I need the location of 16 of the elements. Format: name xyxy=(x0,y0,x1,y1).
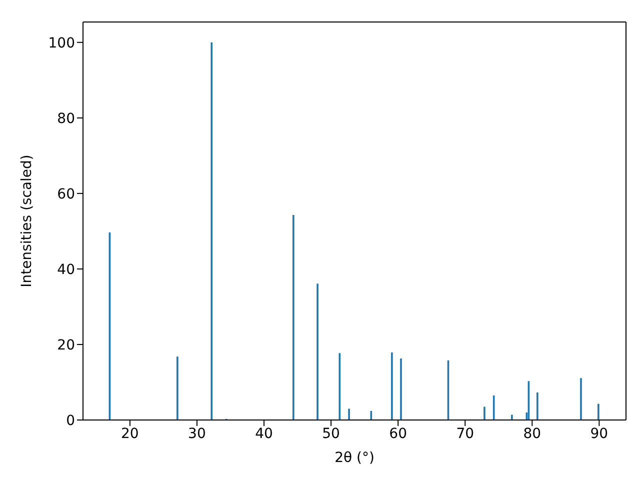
y-tick-label: 60 xyxy=(57,186,75,202)
x-tick-label: 50 xyxy=(322,426,340,442)
x-tick-label: 60 xyxy=(389,426,407,442)
x-axis-title: 2θ (°) xyxy=(334,450,374,466)
y-tick-label: 80 xyxy=(57,110,75,127)
x-tick-label: 40 xyxy=(255,426,273,442)
y-tick-label: 100 xyxy=(48,35,75,52)
y-tick-label: 40 xyxy=(57,262,75,278)
y-tick-label: 0 xyxy=(66,412,75,429)
y-axis-title: Intensities (scaled) xyxy=(18,154,35,288)
x-tick-label: 20 xyxy=(121,426,139,442)
y-tick-label: 20 xyxy=(57,337,75,354)
x-tick-label: 70 xyxy=(456,426,474,442)
x-tick-label: 80 xyxy=(523,426,542,442)
x-tick-label: 90 xyxy=(590,426,608,442)
x-tick-label: 30 xyxy=(188,426,206,442)
